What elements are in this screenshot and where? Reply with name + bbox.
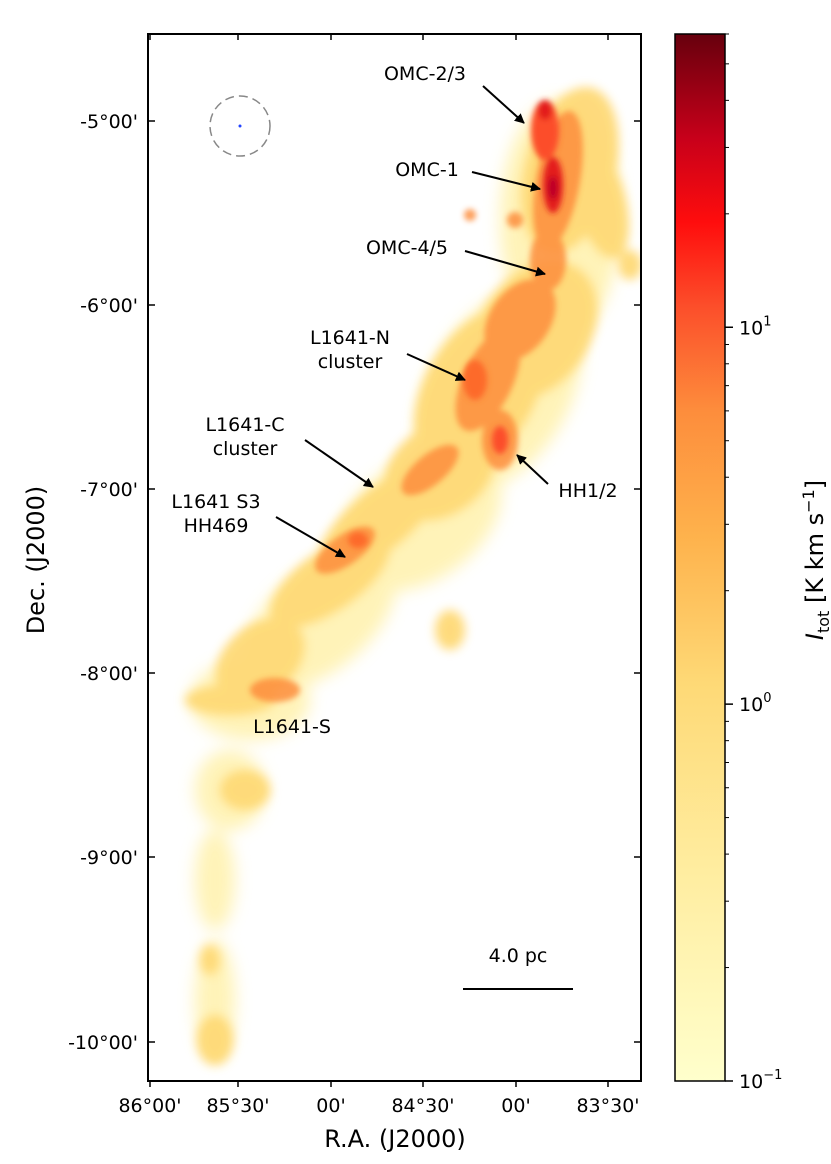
annotation-arrow-l1641c (304, 439, 374, 488)
x-tick-label: 00' (316, 1095, 345, 1117)
colorbar-label-exponent: −1 (799, 489, 819, 513)
annotation-label-hh12: HH1/2 (558, 480, 617, 502)
scale-bar-label: 4.0 pc (489, 945, 548, 967)
colorbar-ticks: 10−1 100 101 (725, 33, 782, 1093)
y-tick-label: -8°00' (80, 663, 138, 685)
y-tick-label: -5°00' (80, 111, 138, 133)
annotation-arrow-omc23 (482, 85, 525, 124)
beam-dot (238, 124, 242, 128)
x-tick-label: 00' (501, 1095, 530, 1117)
annotation-arrow-l1641n (406, 353, 466, 381)
colorbar-tick-label: 100 (739, 691, 771, 716)
x-axis-label: R.A. (J2000) (324, 1125, 466, 1153)
emission-map (185, 87, 641, 1065)
colorbar-label-units: [K km s (801, 512, 830, 611)
colorbar-label-subscript: tot (813, 610, 831, 634)
map-frame (147, 33, 642, 1082)
annotation-arrow-l1641s3 (275, 516, 346, 558)
colorbar-tick-label: 10−1 (739, 1068, 782, 1093)
annotation-label-omc45: OMC-4/5 (366, 237, 448, 259)
annotation-label-l1641s3: HH469 (184, 515, 249, 537)
colorbar (674, 33, 726, 1082)
annotation-label-l1641c: L1641-C (205, 414, 284, 436)
annotation-label-l1641n: L1641-N (310, 327, 390, 349)
annotation-label-l1641s3: L1641 S3 (171, 491, 260, 513)
x-tick-label: 83°30' (576, 1095, 639, 1117)
colorbar-label: Itot [K km s−1] (799, 480, 831, 640)
annotation-arrow-hh12 (516, 454, 549, 485)
annotation-label-l1641n: cluster (318, 351, 383, 373)
beam-circle (209, 95, 271, 157)
annotation-arrow-omc45 (464, 250, 546, 277)
y-axis-ticks: -5°00' -6°00' -7°00' -8°00' -9°00' -10°00' (68, 111, 641, 1054)
annotation-arrow-omc1 (471, 171, 541, 192)
y-axis-label: Dec. (J2000) (22, 485, 50, 635)
colorbar-label-close: ] (801, 479, 830, 490)
colorbar-tick-label: 101 (739, 314, 771, 339)
annotations: OMC-2/3OMC-1OMC-4/5L1641-NclusterL1641-C… (171, 63, 617, 738)
annotation-label-l1641c: cluster (213, 438, 278, 460)
y-tick-label: -9°00' (80, 847, 138, 869)
annotation-label-omc1: OMC-1 (395, 159, 459, 181)
x-tick-label: 85°30' (206, 1095, 269, 1117)
colorbar-label-symbol: I (801, 633, 830, 641)
y-tick-label: -10°00' (68, 1032, 138, 1054)
annotation-label-omc23: OMC-2/3 (384, 63, 466, 85)
x-tick-label: 84°30' (391, 1095, 454, 1117)
y-tick-label: -7°00' (80, 479, 138, 501)
y-tick-label: -6°00' (80, 295, 138, 317)
x-tick-label: 86°00' (118, 1095, 181, 1117)
annotation-label-l1641s: L1641-S (253, 716, 331, 738)
x-axis-ticks: 86°00' 85°30' 00' 84°30' 00' 83°30' (118, 34, 640, 1117)
